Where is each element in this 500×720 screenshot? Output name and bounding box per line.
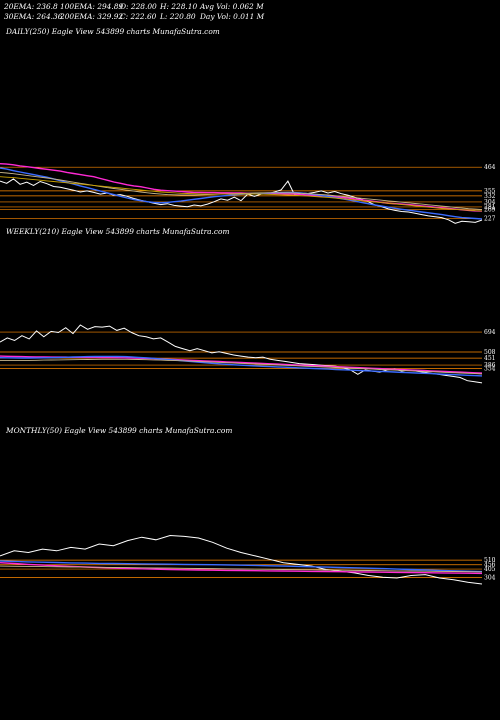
- level-label: 269: [484, 207, 496, 214]
- level-label: 332: [484, 193, 496, 200]
- level-label: 451: [484, 355, 495, 362]
- level-label: 355: [484, 188, 496, 195]
- ema-pink-line: [0, 562, 483, 575]
- ema20-label: 20EMA: 236.8: [4, 2, 58, 11]
- ema-pink-line: [0, 163, 483, 212]
- ema-khaki-line: [0, 565, 483, 573]
- level-label: 694: [484, 329, 496, 336]
- ema-khaki-line: [0, 358, 483, 375]
- level-label: 354: [484, 366, 496, 373]
- ema-gold-line: [0, 176, 483, 212]
- indicator-header: 20EMA: 236.8 30EMA: 264.36 100EMA: 294.8…: [0, 0, 500, 22]
- ema-blue-line: [0, 560, 483, 573]
- level-label: 464: [484, 164, 496, 171]
- ema100-label: 100EMA: 294.89: [60, 2, 124, 11]
- day-vol-label: Day Vol: 0.011 M: [200, 12, 265, 21]
- level-label: 510: [484, 557, 496, 564]
- ema-blue-line: [0, 355, 483, 377]
- level-label: 386: [484, 362, 496, 369]
- ema30-label: 30EMA: 264.36: [4, 12, 63, 21]
- level-label: 456: [484, 562, 496, 569]
- monthly-chart-title: MONTHLY(50) Eagle View 543899 charts Mun…: [6, 426, 233, 435]
- close-label: C: 222.60: [120, 12, 157, 21]
- daily-chart-title: DAILY(250) Eagle View 543899 charts Muna…: [6, 27, 220, 36]
- level-label: 227: [484, 216, 496, 223]
- high-label: H: 228.10: [160, 2, 198, 11]
- avg-vol-label: Avg Vol: 0.062 M: [200, 2, 264, 11]
- price-line: [0, 178, 483, 224]
- open-label: O: 228.00: [120, 2, 157, 11]
- low-label: L: 220.80: [160, 12, 196, 21]
- ema-khaki-line: [0, 171, 483, 211]
- weekly-chart-title: WEEKLY(210) Eagle View 543899 charts Mun…: [6, 227, 230, 236]
- level-label: 304: [484, 575, 496, 582]
- ema200-label: 200EMA: 329.92: [60, 12, 124, 21]
- level-label: 508: [484, 349, 496, 356]
- level-label: 405: [484, 566, 496, 573]
- level-label: 304: [484, 199, 496, 206]
- level-label: 281: [484, 204, 495, 211]
- price-line: [0, 324, 483, 384]
- price-line: [0, 534, 483, 585]
